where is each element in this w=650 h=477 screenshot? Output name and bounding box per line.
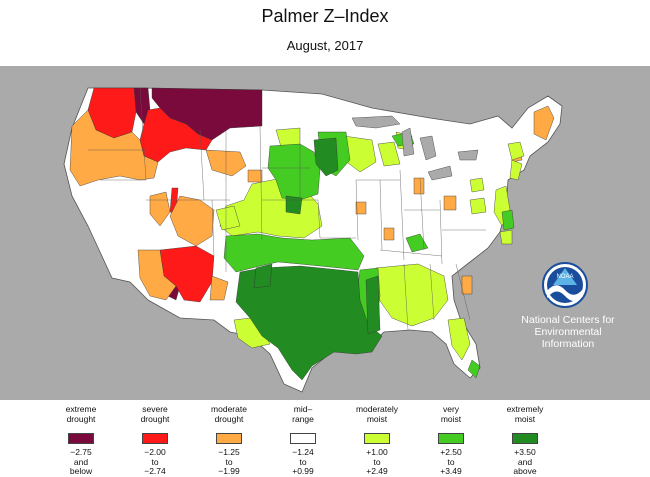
legend-label: range bbox=[292, 414, 314, 424]
legend-item-severe-drought: severe drought −2.00 to −2.74 bbox=[115, 400, 195, 477]
legend-range: and bbox=[517, 456, 533, 467]
legend-range: to bbox=[447, 456, 455, 467]
great-lakes bbox=[351, 115, 479, 181]
legend-range: below bbox=[69, 466, 93, 476]
region-moderate-drought-northwest bbox=[69, 109, 159, 187]
region-very-moist-dakotas bbox=[267, 143, 321, 201]
legend-range: −2.75 bbox=[70, 447, 92, 457]
agency-line-3: Information bbox=[541, 338, 595, 350]
legend-range: −1.99 bbox=[218, 466, 240, 476]
legend-item-moderate-drought: moderate drought −1.25 to −1.99 bbox=[189, 400, 269, 477]
legend-range: above bbox=[513, 466, 537, 476]
legend-range: −1.25 bbox=[218, 447, 240, 457]
region-extremely-moist-north-plains bbox=[253, 137, 339, 289]
noaa-logo-text: NOAA bbox=[556, 274, 573, 280]
legend-swatch bbox=[290, 433, 316, 444]
legend-range: to bbox=[373, 456, 381, 467]
legend-item-very-moist: very moist +2.50 to +3.49 bbox=[411, 400, 491, 477]
agency-label: National Centers for Environmental Infor… bbox=[508, 314, 628, 350]
map-legend: extreme drought −2.75 and below severe droug… bbox=[0, 400, 650, 477]
region-moderate-drought-southwest bbox=[137, 249, 229, 301]
region-moderate-drought-great-basin bbox=[149, 191, 215, 247]
region-very-moist-texas-ok bbox=[223, 233, 365, 273]
legend-range: −1.24 bbox=[292, 447, 314, 457]
legend-label: severe bbox=[142, 404, 168, 414]
legend-item-extreme-drought: extreme drought −2.75 and below bbox=[41, 400, 121, 477]
legend-item-extremely-moist: extremely moist +3.50 and above bbox=[485, 400, 565, 477]
legend-swatch bbox=[68, 433, 94, 444]
legend-label: moist bbox=[514, 414, 536, 424]
legend-item-mid-range: mid– range −1.24 to +0.99 bbox=[263, 400, 343, 477]
legend-swatch bbox=[512, 433, 538, 444]
region-moderately-moist-mountain bbox=[215, 205, 241, 231]
legend-swatch bbox=[142, 433, 168, 444]
agency-line-1: National Centers for bbox=[521, 314, 615, 326]
legend-range: +3.50 bbox=[514, 447, 536, 457]
map-title: Palmer Z–Index bbox=[261, 6, 389, 26]
legend-swatch bbox=[438, 433, 464, 444]
legend-range: and bbox=[73, 456, 89, 467]
legend-range: to bbox=[299, 456, 307, 467]
legend-label: moist bbox=[440, 414, 462, 424]
legend-range: −2.00 bbox=[144, 447, 166, 457]
map-subtitle: August, 2017 bbox=[286, 38, 364, 53]
legend-range: +1.00 bbox=[366, 447, 388, 457]
legend-label: moderate bbox=[211, 404, 247, 414]
legend-swatch bbox=[216, 433, 242, 444]
noaa-logo: NOAA bbox=[542, 262, 588, 308]
legend-range: +2.50 bbox=[440, 447, 462, 457]
region-moderate-drought-scattered bbox=[247, 169, 473, 295]
region-extremely-moist-mississippi bbox=[365, 275, 381, 335]
legend-label: mid– bbox=[293, 404, 313, 414]
legend-label: drought bbox=[140, 414, 170, 424]
region-extremely-moist-gulf bbox=[235, 265, 383, 381]
legend-label: drought bbox=[214, 414, 244, 424]
legend-label: very bbox=[442, 404, 460, 414]
us-climate-map: NOAA bbox=[0, 66, 650, 400]
legend-item-moderately-moist: moderately moist +1.00 to +2.49 bbox=[337, 400, 417, 477]
legend-range: +2.49 bbox=[366, 466, 388, 476]
legend-range: to bbox=[225, 456, 233, 467]
legend-label: moist bbox=[366, 414, 388, 424]
legend-range: +0.99 bbox=[292, 466, 314, 476]
legend-label: moderately bbox=[355, 404, 399, 414]
state-borders bbox=[88, 87, 486, 331]
agency-line-2: Environmental bbox=[534, 326, 602, 338]
legend-label: extreme bbox=[65, 404, 97, 414]
legend-swatch bbox=[364, 433, 390, 444]
legend-label: drought bbox=[66, 414, 96, 424]
legend-range: to bbox=[151, 456, 159, 467]
legend-label: extremely bbox=[506, 404, 544, 414]
legend-range: −2.74 bbox=[144, 466, 166, 476]
legend-range: +3.49 bbox=[440, 466, 462, 476]
